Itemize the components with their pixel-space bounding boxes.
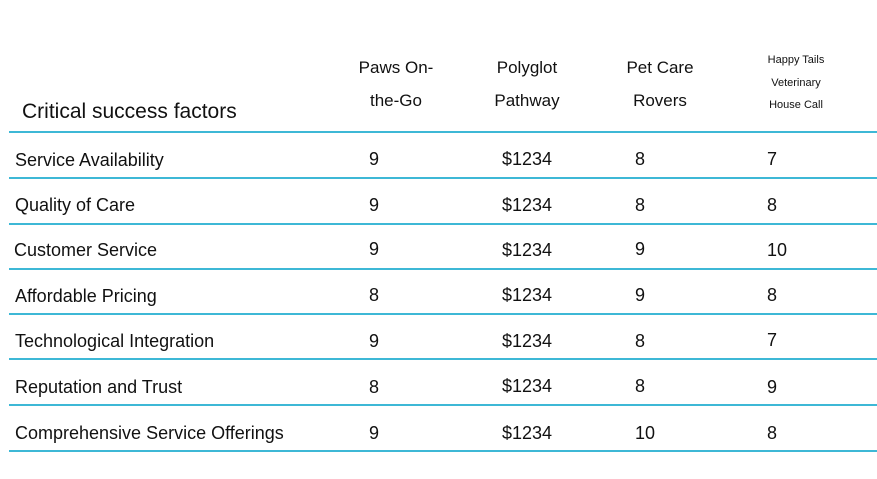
table-cell: 9 — [635, 285, 646, 305]
table-cell: 9 — [635, 239, 646, 259]
row-rule — [9, 450, 877, 452]
column-header-line: House Call — [769, 99, 823, 111]
table-cell: $1234 — [502, 376, 553, 396]
table-cell: 9 — [369, 195, 380, 215]
column-header-line: Pathway — [494, 91, 560, 110]
table-cell: 8 — [635, 331, 646, 351]
table-cell: 9 — [369, 239, 380, 259]
column-header-line: Polyglot — [496, 58, 558, 77]
row-rule — [9, 223, 877, 225]
row-label-affordable-pricing: Affordable Pricing — [15, 286, 157, 306]
row-rule — [9, 404, 877, 406]
table-cell: $1234 — [502, 149, 553, 169]
column-header-line: Pet Care — [626, 58, 694, 77]
column-header-happy-tails: Happy Tails Veterinary House Call — [746, 49, 846, 117]
table-cell: $1234 — [502, 285, 553, 305]
column-header-polyglot-pathway: Polyglot Pathway — [477, 51, 577, 117]
table-cell: 10 — [635, 423, 656, 443]
row-label-customer-service: Customer Service — [14, 240, 158, 260]
table-cell: 8 — [369, 377, 380, 397]
table-cell: 9 — [369, 149, 380, 169]
table-cell: 8 — [369, 285, 380, 305]
column-header-line: the-Go — [370, 91, 422, 110]
table-cell: $1234 — [502, 195, 553, 215]
row-rule — [9, 313, 877, 315]
table-cell: 8 — [767, 195, 778, 215]
table-cell: 9 — [767, 377, 778, 397]
row-label-technological-integration: Technological Integration — [15, 331, 215, 351]
table-cell: $1234 — [502, 331, 553, 351]
row-rule — [9, 358, 877, 360]
table-cell: 9 — [369, 423, 380, 443]
table-cell: 8 — [635, 376, 646, 396]
table-cell: 7 — [767, 330, 778, 350]
column-header-pet-care-rovers: Pet Care Rovers — [610, 51, 710, 117]
table-cell: 8 — [767, 423, 778, 443]
table-cell: 9 — [369, 331, 380, 351]
column-header-line: Happy Tails — [767, 54, 825, 66]
header-rule — [9, 131, 877, 133]
table-title: Critical success factors — [22, 100, 237, 123]
row-label-quality-of-care: Quality of Care — [15, 195, 136, 215]
row-label-service-availability: Service Availability — [15, 150, 164, 170]
row-label-reputation-and-trust: Reputation and Trust — [15, 377, 183, 397]
column-header-line: Veterinary — [771, 76, 821, 89]
table-cell: 8 — [635, 195, 646, 215]
table-cell: 8 — [635, 149, 646, 169]
row-rule — [9, 268, 877, 270]
table-cell: 10 — [767, 240, 788, 260]
row-rule — [9, 177, 877, 179]
table-cell: 7 — [767, 149, 778, 169]
table-cell: $1234 — [502, 240, 553, 260]
column-header-line: Rovers — [633, 91, 687, 110]
table-cell: 8 — [767, 285, 778, 305]
row-label-comprehensive-service-offerings: Comprehensive Service Offerings — [15, 423, 284, 443]
column-header-line: Paws On- — [358, 58, 434, 77]
table-cell: $1234 — [502, 423, 553, 443]
column-header-paws-on-the-go: Paws On- the-Go — [346, 51, 446, 117]
